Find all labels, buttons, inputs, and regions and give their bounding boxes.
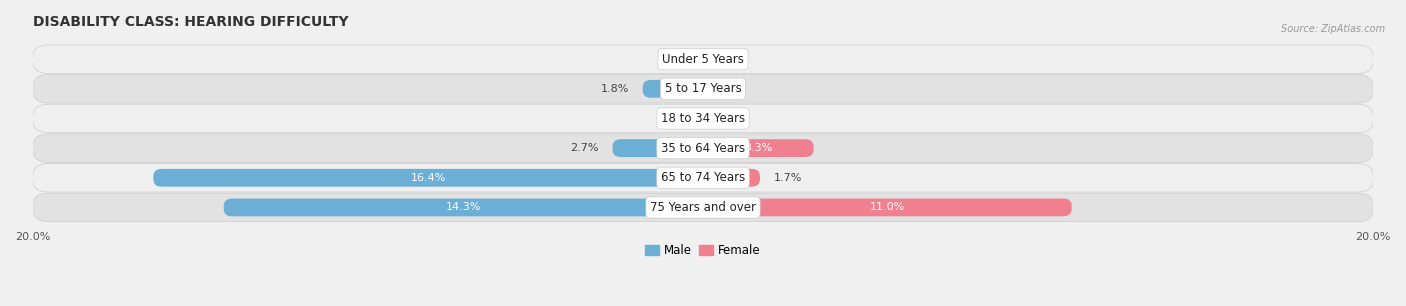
Text: 0.0%: 0.0% xyxy=(717,114,745,123)
Text: 75 Years and over: 75 Years and over xyxy=(650,201,756,214)
Text: 5 to 17 Years: 5 to 17 Years xyxy=(665,82,741,95)
FancyBboxPatch shape xyxy=(613,139,703,157)
Text: 1.8%: 1.8% xyxy=(600,84,630,94)
FancyBboxPatch shape xyxy=(703,199,1071,216)
FancyBboxPatch shape xyxy=(32,163,1374,192)
Text: 0.0%: 0.0% xyxy=(717,54,745,64)
FancyBboxPatch shape xyxy=(32,45,1374,73)
Text: 14.3%: 14.3% xyxy=(446,203,481,212)
FancyBboxPatch shape xyxy=(32,193,1374,222)
Legend: Male, Female: Male, Female xyxy=(641,240,765,262)
FancyBboxPatch shape xyxy=(224,199,703,216)
Text: 2.7%: 2.7% xyxy=(571,143,599,153)
FancyBboxPatch shape xyxy=(703,139,814,157)
Text: 0.0%: 0.0% xyxy=(661,114,689,123)
Text: 16.4%: 16.4% xyxy=(411,173,446,183)
FancyBboxPatch shape xyxy=(32,75,1374,103)
Text: 11.0%: 11.0% xyxy=(870,203,905,212)
FancyBboxPatch shape xyxy=(32,104,1374,133)
Text: 65 to 74 Years: 65 to 74 Years xyxy=(661,171,745,184)
Text: 35 to 64 Years: 35 to 64 Years xyxy=(661,142,745,155)
Text: Source: ZipAtlas.com: Source: ZipAtlas.com xyxy=(1281,24,1385,35)
Text: Under 5 Years: Under 5 Years xyxy=(662,53,744,66)
Text: 0.0%: 0.0% xyxy=(717,84,745,94)
Text: DISABILITY CLASS: HEARING DIFFICULTY: DISABILITY CLASS: HEARING DIFFICULTY xyxy=(32,15,349,29)
Text: 0.0%: 0.0% xyxy=(661,54,689,64)
FancyBboxPatch shape xyxy=(643,80,703,98)
Text: 3.3%: 3.3% xyxy=(744,143,772,153)
Text: 18 to 34 Years: 18 to 34 Years xyxy=(661,112,745,125)
FancyBboxPatch shape xyxy=(32,134,1374,162)
FancyBboxPatch shape xyxy=(703,169,761,187)
Text: 1.7%: 1.7% xyxy=(773,173,801,183)
FancyBboxPatch shape xyxy=(153,169,703,187)
